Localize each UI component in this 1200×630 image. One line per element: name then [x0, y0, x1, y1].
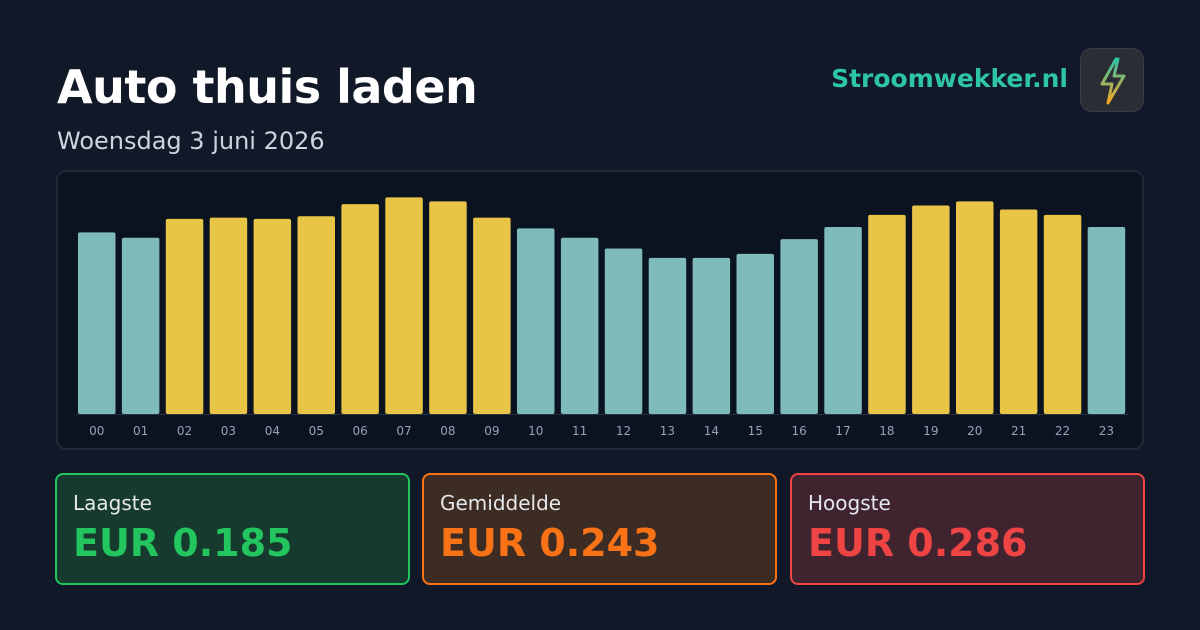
- x-tick-label-07: 07: [396, 424, 411, 438]
- average-price-value: EUR 0.243: [440, 521, 660, 565]
- x-tick-label-05: 05: [309, 424, 324, 438]
- x-tick-label-03: 03: [221, 424, 236, 438]
- x-tick-label-02: 02: [177, 424, 192, 438]
- highest-price-card: Hoogste EUR 0.286: [790, 473, 1145, 585]
- x-tick-label-18: 18: [879, 424, 894, 438]
- x-tick-label-15: 15: [748, 424, 763, 438]
- lowest-price-label: Laagste: [73, 491, 152, 515]
- bar-hour-10: [517, 228, 555, 414]
- bar-hour-12: [604, 248, 643, 414]
- bar-hour-18: [868, 214, 906, 414]
- page-title: Auto thuis laden: [57, 60, 478, 114]
- bar-hour-17: [824, 226, 862, 414]
- brand-name[interactable]: Stroomwekker.nl: [831, 64, 1068, 93]
- lowest-price-value: EUR 0.185: [73, 521, 293, 565]
- x-tick-label-12: 12: [616, 424, 631, 438]
- average-price-card: Gemiddelde EUR 0.243: [422, 473, 777, 585]
- x-tick-label-21: 21: [1011, 424, 1026, 438]
- x-tick-label-08: 08: [440, 424, 455, 438]
- bar-hour-08: [429, 201, 467, 414]
- x-tick-label-01: 01: [133, 424, 148, 438]
- x-tick-label-11: 11: [572, 424, 587, 438]
- bar-hour-07: [385, 197, 423, 414]
- average-price-label: Gemiddelde: [440, 491, 562, 515]
- x-tick-label-19: 19: [923, 424, 938, 438]
- bar-hour-16: [780, 239, 818, 414]
- x-tick-label-22: 22: [1055, 424, 1070, 438]
- x-tick-label-06: 06: [353, 424, 368, 438]
- x-tick-label-14: 14: [704, 424, 719, 438]
- highest-price-value: EUR 0.286: [808, 521, 1028, 565]
- bar-hour-06: [341, 204, 379, 414]
- x-tick-label-00: 00: [89, 424, 104, 438]
- bar-hour-05: [297, 216, 335, 414]
- highest-price-label: Hoogste: [808, 491, 891, 515]
- bar-hour-00: [78, 232, 116, 414]
- bar-hour-02: [165, 218, 204, 414]
- x-tick-label-17: 17: [835, 424, 850, 438]
- x-tick-label-13: 13: [660, 424, 675, 438]
- brand-logo[interactable]: [1080, 48, 1144, 112]
- date-subtitle: Woensdag 3 juni 2026: [57, 127, 325, 155]
- bar-hour-03: [209, 217, 248, 414]
- bar-hour-19: [912, 205, 950, 414]
- bar-hour-22: [1043, 214, 1082, 414]
- x-tick-label-10: 10: [528, 424, 543, 438]
- x-tick-label-09: 09: [484, 424, 499, 438]
- bar-hour-11: [560, 237, 599, 414]
- bar-hour-01: [121, 237, 160, 414]
- lightning-bolt-icon: [1100, 57, 1126, 105]
- price-chart-svg: 00 01 02 03 04 05 06 07 08 09 10 11 12 13 14 15 16 17 18 19…: [76, 197, 1128, 438]
- bar-hour-23: [1087, 226, 1126, 414]
- bar-hour-21: [999, 209, 1038, 414]
- lowest-price-card: Laagste EUR 0.185: [55, 473, 410, 585]
- bar-hour-04: [253, 218, 292, 414]
- x-tick-label-16: 16: [792, 424, 807, 438]
- bar-hour-09: [473, 217, 511, 414]
- bar-hour-13: [648, 257, 687, 414]
- price-chart: 00 01 02 03 04 05 06 07 08 09 10 11 12 13 14 15 16 17 18 19…: [56, 170, 1144, 450]
- x-tick-label-04: 04: [265, 424, 280, 438]
- x-tick-label-20: 20: [967, 424, 982, 438]
- bar-hour-15: [736, 253, 774, 414]
- x-tick-label-23: 23: [1099, 424, 1114, 438]
- bar-hour-20: [956, 201, 994, 414]
- bar-hour-14: [692, 257, 731, 414]
